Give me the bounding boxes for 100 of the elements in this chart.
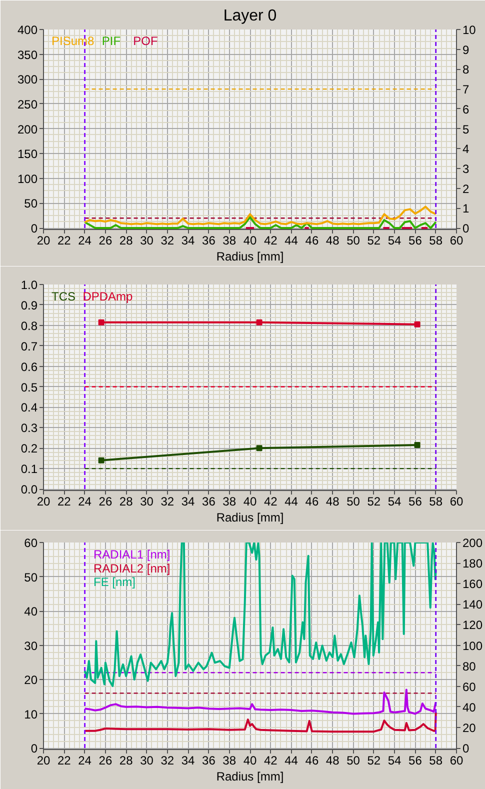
y2-tick-label: 140	[462, 598, 483, 612]
y2-tick-label: 6	[462, 102, 470, 116]
y-tick-label: 0.3	[20, 421, 38, 436]
line-series	[84, 688, 437, 715]
line-series	[84, 711, 437, 733]
y2-tick-label: 5	[462, 122, 470, 136]
y-tick-label: 10	[24, 707, 38, 722]
y-tick-label: 300	[17, 72, 38, 87]
y-tick-label: 0	[30, 222, 38, 236]
x-tick-label: 40	[243, 234, 257, 248]
y2-tick-label: 200	[462, 536, 483, 550]
text: RADIAL2 [nm]	[94, 561, 170, 576]
x-tick-label: 48	[326, 494, 340, 508]
x-axis-title: Radius [mm]	[216, 250, 284, 264]
x-tick-label: 52	[367, 754, 381, 768]
x-tick-label: 36	[202, 494, 216, 508]
x-tick-label: 28	[119, 494, 134, 508]
x-axis-title: Radius [mm]	[216, 770, 284, 784]
x-tick-label: 60	[450, 754, 464, 768]
y-tick-label: 30	[24, 638, 38, 653]
y-tick-label: 250	[17, 97, 38, 112]
x-tick-label: 40	[243, 754, 257, 768]
y-tick-label: 150	[17, 147, 38, 162]
text: PIF	[102, 34, 121, 48]
x-tick-label: 32	[160, 234, 174, 248]
y-tick-label: 0.4	[20, 400, 38, 415]
x-tick-label: 36	[202, 234, 216, 248]
y2-tick-label: 20	[462, 720, 476, 735]
series-label: DPDAmp	[82, 289, 134, 304]
x-tick-label: 24	[78, 754, 92, 768]
y2-tick-label: 160	[462, 577, 483, 592]
y2-tick-label: 4	[462, 142, 470, 156]
x-tick-label: 46	[305, 494, 319, 508]
x-tick-label: 26	[98, 754, 112, 768]
y2-tick-label: 10	[462, 23, 476, 37]
chart-title: Layer 0	[223, 8, 277, 24]
y2-tick-label: 40	[462, 700, 476, 714]
x-tick-label: 44	[284, 754, 298, 768]
y-tick-label: 0.2	[20, 442, 38, 456]
y-tick-label: 50	[24, 570, 38, 584]
y2-tick-label: 9	[462, 42, 470, 57]
y2-tick-label: 3	[462, 162, 470, 176]
point	[256, 319, 262, 326]
y2-tick-label: 8	[462, 62, 470, 77]
x-tick-label: 50	[346, 234, 360, 248]
x-tick-label: 58	[429, 754, 443, 768]
x-tick-label: 38	[222, 234, 236, 248]
x-axis-title: Radius [mm]	[216, 510, 284, 524]
x-tick-label: 42	[264, 754, 278, 768]
x-tick-label: 44	[284, 234, 298, 248]
text: PISum8	[52, 34, 95, 48]
y2-tick-label: 2	[462, 182, 470, 196]
line-series	[84, 206, 437, 226]
x-tick-label: 54	[388, 754, 402, 768]
x-tick-label: 22	[57, 234, 72, 248]
x-tick-label: 34	[181, 754, 196, 768]
y-tick-label: 0	[30, 742, 38, 756]
y-tick-label: 40	[24, 604, 38, 619]
y-tick-label: 0.0	[20, 482, 38, 497]
point	[98, 457, 104, 464]
x-tick-label: 50	[346, 494, 360, 508]
x-tick-label: 38	[222, 494, 236, 508]
y-tick-label: 0.7	[20, 339, 38, 354]
y2-tick-label: 120	[462, 618, 483, 632]
x-tick-label: 56	[408, 234, 422, 248]
point	[414, 321, 420, 328]
x-tick-label: 32	[160, 754, 174, 768]
x-tick-label: 26	[98, 234, 112, 248]
text: POF	[133, 34, 158, 48]
x-tick-label: 26	[98, 494, 112, 508]
x-tick-label: 52	[367, 494, 381, 508]
y-tick-label: 0.1	[20, 462, 38, 476]
y2-tick-label: 80	[462, 659, 476, 674]
x-tick-label: 58	[429, 234, 443, 248]
x-tick-label: 42	[264, 234, 278, 248]
y-tick-label: 0.8	[20, 318, 38, 333]
y-tick-label: 100	[17, 172, 38, 186]
x-tick-label: 54	[388, 234, 402, 248]
y-tick-label: 1.0	[20, 278, 38, 292]
x-tick-label: 28	[119, 754, 134, 768]
y2-tick-label: 7	[462, 82, 470, 97]
y-tick-label: 400	[17, 23, 38, 37]
y2-tick-label: 1	[462, 202, 470, 216]
y-tick-label: 20	[24, 673, 38, 688]
x-tick-label: 58	[429, 494, 443, 508]
line-series	[84, 216, 437, 230]
y-tick-label: 200	[17, 122, 38, 136]
line-series	[84, 542, 437, 688]
y2-tick-label: 0	[462, 742, 470, 756]
x-tick-label: 48	[326, 754, 340, 768]
x-tick-label: 34	[181, 234, 196, 248]
x-tick-label: 32	[160, 494, 174, 508]
x-tick-label: 48	[326, 234, 340, 248]
x-tick-label: 22	[57, 754, 72, 768]
x-tick-label: 50	[346, 754, 360, 768]
y-tick-label: 60	[24, 536, 38, 550]
point	[98, 319, 104, 326]
text: FE [nm]	[94, 575, 136, 590]
x-tick-label: 34	[181, 494, 196, 508]
y2-tick-label: 180	[462, 556, 483, 571]
